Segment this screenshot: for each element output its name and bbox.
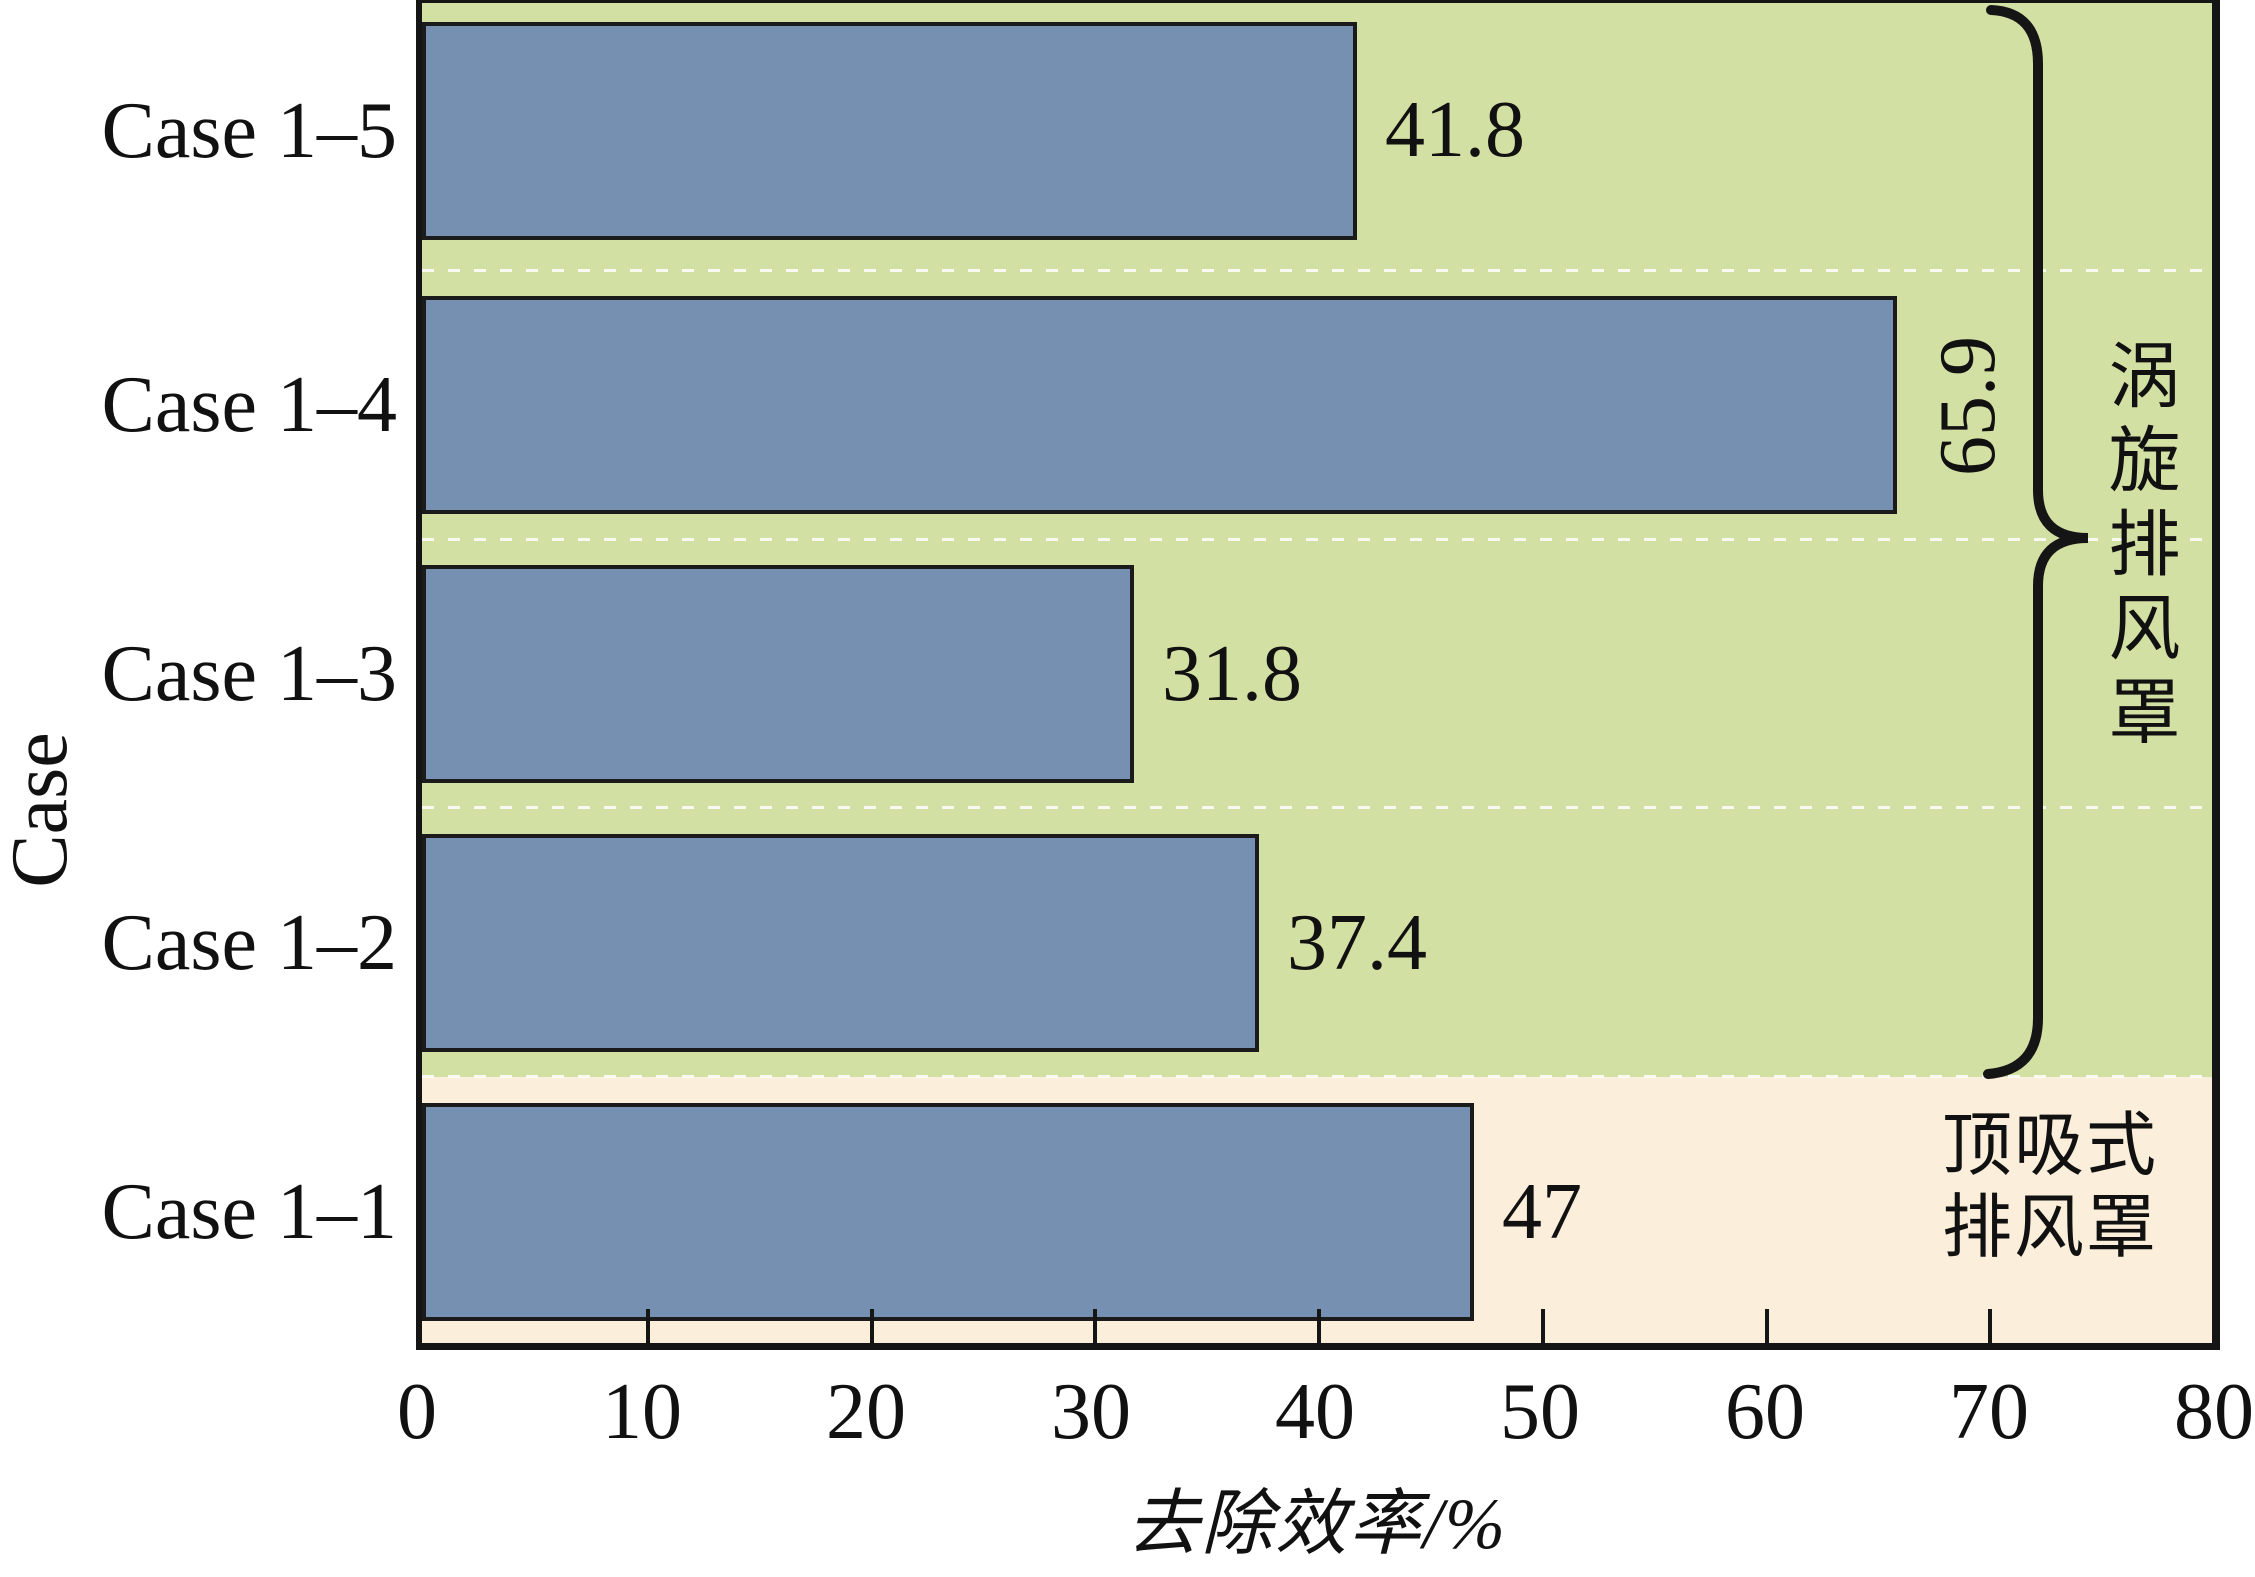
top-suction-label-line-1: 顶吸式	[1942, 1108, 2158, 1185]
value-label-case-1-3: 31.8	[1162, 630, 1302, 718]
x-axis-tick	[1765, 1309, 1769, 1343]
top-suction-label-line-2: 排风罩	[1942, 1190, 2158, 1267]
x-tick-label-40: 40	[1275, 1368, 1355, 1456]
y-axis-title: Case	[0, 732, 84, 888]
x-axis-tick	[646, 1309, 650, 1343]
row-gridline	[422, 269, 2212, 272]
row-gridline	[422, 806, 2212, 809]
x-tick-label-60: 60	[1725, 1368, 1805, 1456]
x-axis-title: 去除效率/%	[1127, 1484, 1507, 1564]
top-suction-hood-group-label: 顶吸式 排风罩	[1925, 1106, 2175, 1270]
bar-case-1-3	[422, 565, 1134, 783]
row-gridline	[422, 538, 2212, 541]
x-tick-label-30: 30	[1051, 1368, 1131, 1456]
x-axis-tick	[1093, 1309, 1097, 1343]
x-axis-tick	[1317, 1309, 1321, 1343]
x-tick-label-10: 10	[602, 1368, 682, 1456]
x-tick-label-0: 0	[397, 1368, 437, 1456]
vortex-hood-group-label: 涡旋排风罩	[2097, 338, 2177, 758]
category-label-case-1-5: Case 1–5	[101, 87, 397, 175]
x-tick-label-50: 50	[1500, 1368, 1580, 1456]
value-label-case-1-1: 47	[1502, 1168, 1582, 1256]
value-label-case-1-5: 41.8	[1385, 86, 1525, 174]
x-axis-tick	[870, 1309, 874, 1343]
category-label-case-1-3: Case 1–3	[101, 630, 397, 718]
x-axis-tick	[1988, 1309, 1992, 1343]
bar-case-1-5	[422, 22, 1357, 240]
bar-case-1-2	[422, 834, 1259, 1052]
x-axis-tick	[1541, 1309, 1545, 1343]
x-tick-label-80: 80	[2174, 1368, 2254, 1456]
row-gridline	[422, 1075, 2212, 1078]
plot-area	[416, 0, 2220, 1350]
x-tick-label-70: 70	[1949, 1368, 2029, 1456]
bar-case-1-1	[422, 1103, 1474, 1321]
value-label-case-1-2: 37.4	[1287, 899, 1427, 987]
category-label-case-1-1: Case 1–1	[101, 1168, 397, 1256]
bar-case-1-4	[422, 296, 1897, 514]
category-label-case-1-4: Case 1–4	[101, 361, 397, 449]
value-label-case-1-4: 65.9	[1924, 336, 2012, 476]
category-label-case-1-2: Case 1–2	[101, 899, 397, 987]
x-tick-label-20: 20	[826, 1368, 906, 1456]
